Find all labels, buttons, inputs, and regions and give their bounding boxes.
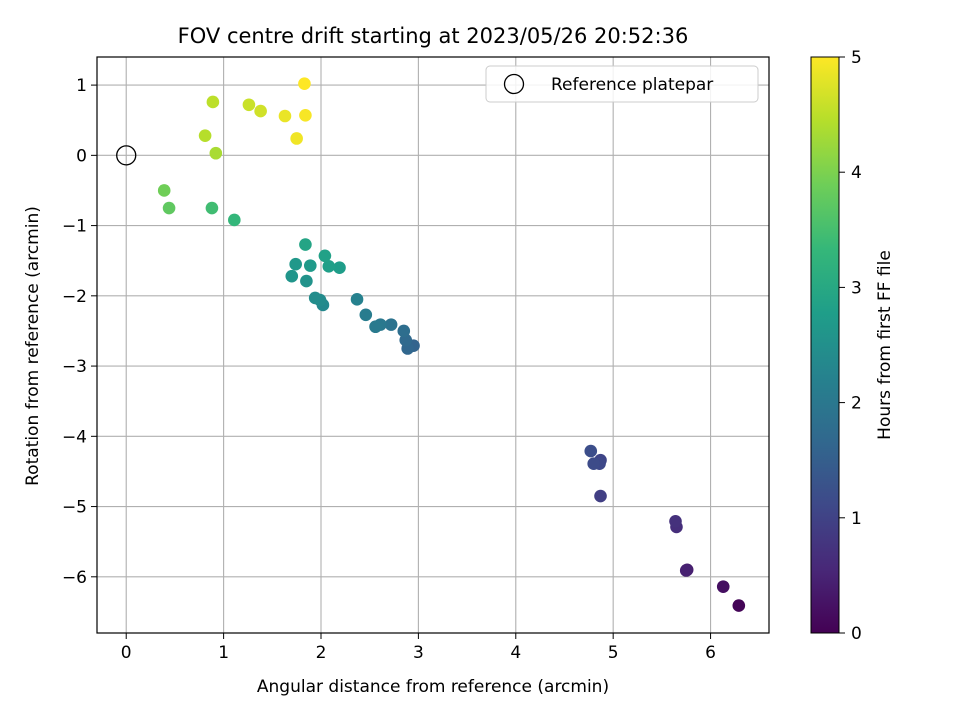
x-axis-label: Angular distance from reference (arcmin) — [257, 677, 609, 697]
x-tick-label: 2 — [316, 643, 327, 663]
data-points — [116, 77, 746, 612]
drift-point — [228, 213, 241, 227]
x-tick-label: 1 — [218, 643, 229, 663]
drift-point — [285, 269, 299, 283]
x-tick-label: 6 — [705, 643, 716, 663]
axes: 0 1 2 3 4 5 6 1 0 −1 −2 −3 −4 −5 −6 — [62, 56, 770, 663]
drift-point — [594, 489, 607, 503]
reference-marker — [116, 145, 137, 166]
drift-point — [397, 324, 411, 338]
drift-point — [308, 291, 322, 305]
chart-title: FOV centre drift starting at 2023/05/26 … — [178, 24, 689, 48]
drift-point — [669, 515, 682, 528]
drift-point — [254, 104, 267, 118]
drift-point — [198, 129, 212, 142]
colorbar-tick-label: 1 — [851, 509, 862, 529]
drift-point — [290, 132, 303, 145]
y-tick-label: −5 — [62, 498, 87, 518]
colorbar-tick-label: 2 — [851, 394, 862, 414]
y-tick-label: −6 — [62, 568, 87, 588]
drift-point — [359, 308, 373, 322]
drift-point — [206, 95, 220, 109]
drift-point — [732, 599, 746, 612]
drift-point — [679, 564, 693, 577]
drift-point — [298, 77, 311, 90]
x-tick-label: 5 — [608, 643, 619, 663]
drift-point — [205, 201, 219, 215]
y-tick-label: −2 — [62, 287, 87, 307]
drift-point — [322, 260, 336, 273]
y-tick-label: −1 — [62, 217, 87, 237]
drift-point — [157, 184, 171, 197]
drift-point — [299, 109, 312, 122]
x-tick-label: 0 — [121, 643, 132, 663]
drift-point — [384, 318, 398, 331]
y-axis-label: Rotation from reference (arcmin) — [23, 206, 43, 486]
drift-point — [289, 257, 302, 271]
drift-point — [350, 293, 364, 306]
drift-point — [303, 259, 317, 272]
legend-reference-marker — [503, 73, 525, 95]
y-tick-label: −3 — [62, 357, 87, 377]
y-tick-label: 0 — [76, 146, 87, 166]
colorbar-tick-label: 4 — [851, 163, 862, 183]
drift-point — [318, 249, 332, 263]
drift-point — [333, 261, 346, 275]
drift-point — [369, 320, 382, 334]
drift-point — [209, 146, 223, 160]
grid-lines — [97, 57, 769, 633]
colorbar-label: Hours from first FF file — [875, 250, 895, 440]
x-tick-label: 4 — [510, 643, 521, 663]
drift-point — [300, 274, 313, 288]
drift-point — [242, 98, 256, 112]
y-tick-label: 1 — [76, 76, 87, 96]
drift-point — [587, 457, 600, 471]
legend-reference-label: Reference platepar — [551, 75, 713, 95]
legend: Reference platepar — [485, 65, 759, 103]
colorbar-tick-label: 0 — [851, 624, 862, 644]
drift-point — [162, 201, 176, 215]
colorbar-gradient — [810, 56, 840, 634]
legend-box — [485, 65, 759, 103]
colorbar-tick-label: 5 — [851, 48, 862, 68]
colorbar-tick-label: 3 — [851, 278, 862, 298]
colorbar: Hours from first FF file 0 1 2 3 4 5 — [810, 48, 895, 644]
y-tick-label: −4 — [62, 427, 87, 447]
x-tick-label: 3 — [413, 643, 424, 663]
drift-point — [584, 444, 598, 458]
drift-point — [299, 238, 312, 251]
plot-frame — [96, 56, 770, 634]
drift-point — [278, 109, 292, 123]
drift-point — [716, 580, 730, 593]
